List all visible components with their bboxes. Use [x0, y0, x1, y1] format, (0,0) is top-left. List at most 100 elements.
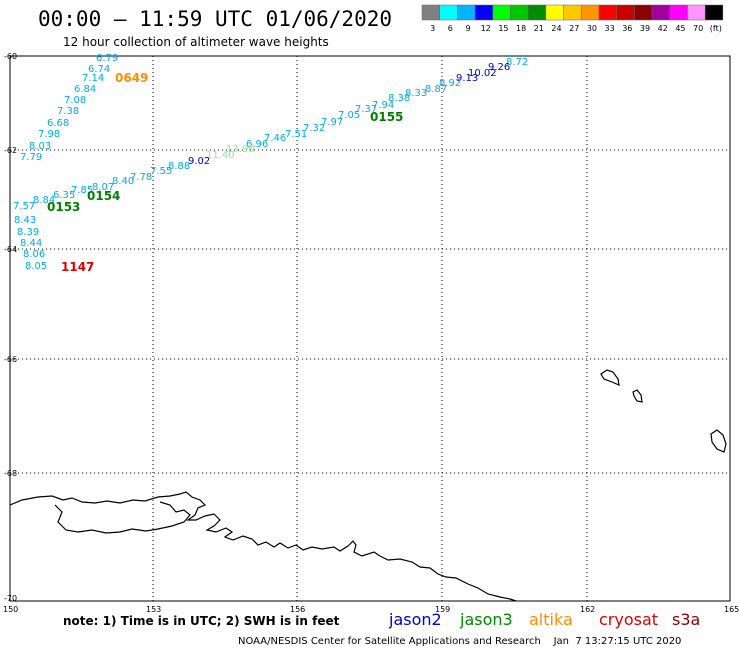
legend-label: 15	[498, 24, 508, 33]
lat-label: -62	[4, 146, 17, 155]
legend-label: 70	[693, 24, 703, 33]
legend-swatch	[651, 4, 671, 21]
legend-swatch	[474, 4, 494, 21]
lon-label: 150	[3, 605, 18, 614]
legend-swatch	[704, 4, 724, 21]
swh-value-label: 11.40	[206, 150, 235, 161]
swh-value-label: 7.97	[321, 117, 343, 128]
swh-value-label: 7.55	[150, 166, 172, 177]
swh-value-label: 8.92	[439, 78, 461, 89]
swh-value-label: 6.68	[47, 118, 69, 129]
map-frame	[9, 55, 731, 602]
swh-value-label: 8.33	[405, 88, 427, 99]
swh-value-label: 8.87	[425, 84, 447, 95]
lon-label: 153	[146, 605, 161, 614]
swh-value-label: 8.72	[506, 57, 528, 68]
lon-label: 165	[724, 605, 739, 614]
island	[632, 389, 643, 403]
legend-label: 24	[551, 24, 561, 33]
satellite-jason2: jason2	[388, 610, 442, 629]
swh-value-label: 7.78	[130, 172, 152, 183]
island	[600, 369, 620, 386]
legend-swatch	[492, 4, 511, 21]
chart-title: 00:00 – 11:59 UTC 01/06/2020	[38, 7, 392, 31]
legend-label: 36	[622, 24, 632, 33]
legend-labels: 3 6 9 12 15 18 21 24 27 30 33 36 39 42 45 70 (ft)	[430, 24, 722, 33]
coastline-inlet	[54, 501, 191, 534]
swh-value-label: 7.85	[71, 185, 93, 196]
swh-value-label: 7.79	[20, 152, 42, 163]
swh-value-label: 7.98	[38, 129, 60, 140]
legend-swatch	[669, 4, 688, 21]
swh-value-label: 7.05	[338, 110, 360, 121]
pass-label: 1147	[61, 260, 94, 274]
lon-label: 156	[290, 605, 305, 614]
legend-swatch	[510, 4, 529, 21]
legend-swatch	[581, 4, 600, 21]
legend-label: 45	[675, 24, 685, 33]
swh-value-label: 8.38	[388, 93, 410, 104]
legend-label: 33	[605, 24, 615, 33]
coastline	[9, 369, 727, 602]
swh-value-label: 9.13	[456, 73, 478, 84]
swh-value-label: 7.37	[355, 104, 377, 115]
lat-label: -60	[4, 52, 17, 61]
chart-subtitle: 12 hour collection of altimeter wave hei…	[63, 35, 329, 49]
footer-credit: NOAA/NESDIS Center for Satellite Applica…	[238, 636, 681, 647]
swh-value-label: 13.96	[226, 144, 255, 155]
legend-label: 9	[465, 24, 470, 33]
swh-value-label: 7.46	[264, 133, 286, 144]
swh-value-label: 8.40	[112, 176, 134, 187]
pass-label: 0153	[47, 200, 80, 214]
legend-label: 30	[587, 24, 597, 33]
pass-label: 0154	[87, 189, 120, 203]
swh-value-label: 6.35	[53, 190, 75, 201]
legend-label: 6	[448, 24, 453, 33]
swh-value-label: 6.74	[88, 64, 110, 75]
lat-label: -70	[4, 594, 17, 603]
swh-value-label: 7.51	[285, 129, 307, 140]
swh-value-label: 8.05	[25, 261, 47, 272]
legend-label: 18	[516, 24, 526, 33]
lat-label: -66	[4, 355, 17, 364]
satellite-jason3: jason3	[459, 610, 513, 629]
legend-label: 3	[430, 24, 435, 33]
legend-label: 42	[658, 24, 668, 33]
swh-value-label: 8.06	[23, 249, 45, 260]
legend-swatch	[439, 4, 458, 21]
legend-label: 39	[640, 24, 650, 33]
antarctic-coastline	[9, 491, 517, 602]
note-text: note: 1) Time is in UTC; 2) SWH is in fe…	[63, 614, 340, 628]
swh-value-label: 7.38	[57, 106, 79, 117]
pass-label: 0155	[370, 110, 403, 124]
swh-value-label: 6.96	[246, 139, 268, 150]
swh-value-label: 8.07	[92, 182, 114, 193]
swh-value-label: 10.02	[468, 68, 497, 79]
swh-value-label: 6.84	[74, 84, 96, 95]
swh-value-label: 8.39	[17, 227, 39, 238]
altimeter-track-values: 6.796.747.146.847.087.386.687.988.037.79…	[13, 53, 528, 272]
swh-value-label: 7.32	[303, 123, 325, 134]
swh-value-label: 8.03	[29, 141, 51, 152]
legend-label: 12	[481, 24, 491, 33]
lat-label: -68	[4, 469, 17, 478]
swh-value-label: 7.08	[64, 95, 86, 106]
swh-value-label: 7.57	[13, 201, 35, 212]
satellite-altika: altika	[529, 610, 573, 629]
legend-swatch	[598, 4, 617, 21]
swh-value-label: 8.88	[168, 161, 190, 172]
legend-label: (ft)	[710, 24, 722, 33]
legend-swatch	[545, 4, 564, 21]
legend-swatch	[457, 4, 476, 21]
swh-value-label: 8.44	[20, 238, 42, 249]
swh-value-label: 9.02	[188, 156, 210, 167]
legend-swatch	[687, 4, 706, 21]
swh-value-label: 7.14	[82, 73, 104, 84]
legend-color-bar	[421, 4, 724, 21]
pass-label: 0649	[115, 71, 148, 85]
legend-swatch	[616, 4, 635, 21]
swh-value-label: 6.79	[96, 53, 118, 64]
graticule	[10, 56, 730, 601]
lat-label: -64	[4, 245, 17, 254]
